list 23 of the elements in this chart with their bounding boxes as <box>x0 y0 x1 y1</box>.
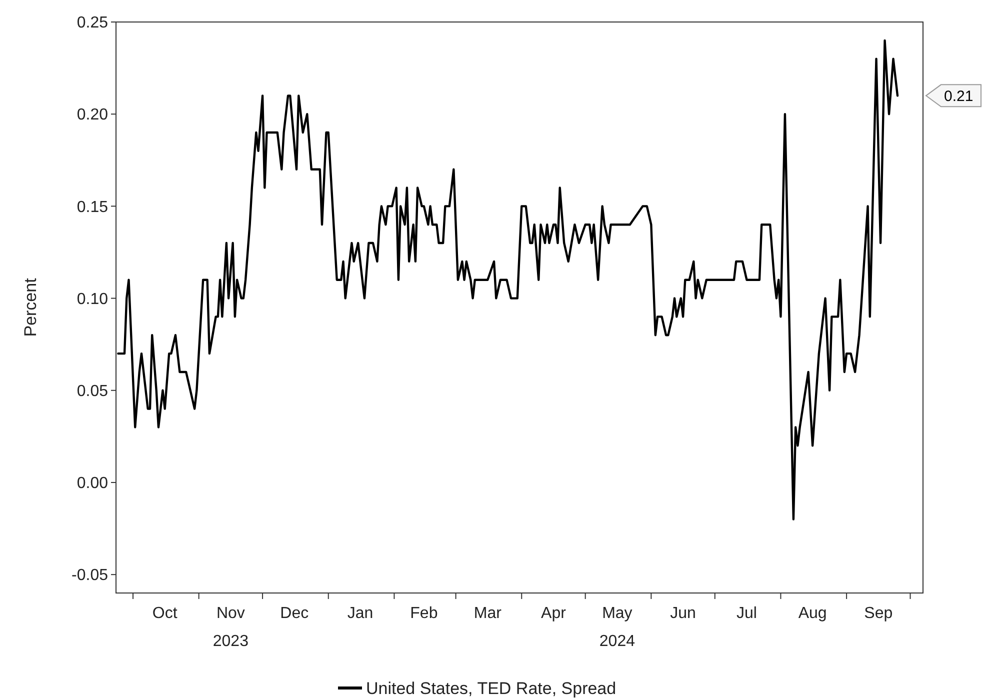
y-tick-label: 0.10 <box>76 290 108 308</box>
y-tick-label: 0.05 <box>76 382 108 400</box>
x-tick-label: Apr <box>541 605 567 622</box>
x-tick-label: Mar <box>474 605 502 622</box>
y-tick-label: 0.20 <box>76 106 108 124</box>
y-tick-label: 0.00 <box>76 475 108 492</box>
y-tick-label: 0.15 <box>76 198 108 216</box>
x-tick-label: Jul <box>736 605 757 622</box>
x-tick-label: Dec <box>280 605 309 622</box>
legend-label: United States, TED Rate, Spread <box>366 678 616 698</box>
x-tick-label: Jun <box>670 605 696 622</box>
x-tick-label: Aug <box>798 605 827 622</box>
x-tick-label: May 2024 <box>599 605 636 650</box>
text: 0.21 <box>944 88 974 105</box>
x-tick-label: Oct <box>152 605 178 622</box>
x-tick-label: Nov 2023 <box>212 605 249 650</box>
x-tick-label: Jan <box>347 605 374 622</box>
y-tick-label: -0.05 <box>72 567 108 584</box>
y-tick-label: 0.25 <box>76 14 108 32</box>
x-tick-label: Feb <box>410 605 438 622</box>
y-axis-title: Percent <box>21 278 40 337</box>
x-tick-label: Sep <box>864 605 893 622</box>
line-series <box>117 39 899 520</box>
